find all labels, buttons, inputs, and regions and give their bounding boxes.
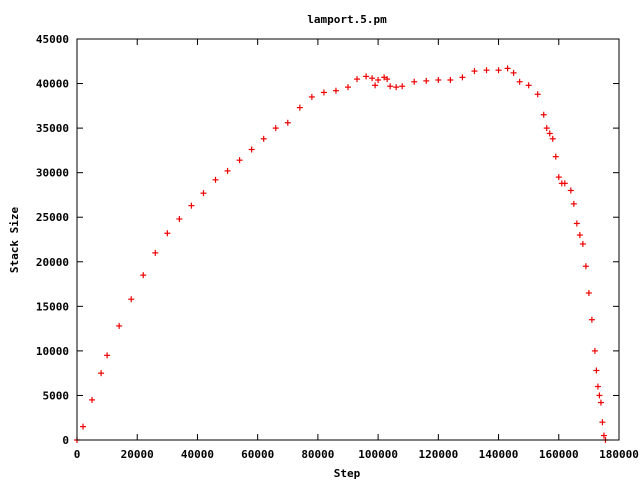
data-point: [320, 89, 327, 96]
data-point: [411, 78, 418, 85]
x-tick-label: 60000: [241, 448, 274, 461]
x-tick-label: 20000: [121, 448, 154, 461]
y-axis-label: Stack Size: [8, 207, 21, 274]
data-point: [549, 135, 556, 142]
data-point: [296, 104, 303, 111]
data-point: [570, 200, 577, 207]
data-point: [561, 180, 568, 187]
data-point: [495, 67, 502, 74]
x-axis-label: Step: [334, 467, 361, 480]
data-point: [534, 91, 541, 98]
data-point: [447, 76, 454, 83]
data-point: [128, 296, 135, 303]
y-tick-label: 45000: [36, 33, 69, 46]
data-point: [98, 370, 105, 377]
data-point: [552, 153, 559, 160]
data-point: [188, 202, 195, 209]
data-point: [80, 423, 87, 430]
y-tick-label: 15000: [36, 300, 69, 313]
data-point: [224, 167, 231, 174]
x-tick-label: 160000: [539, 448, 579, 461]
data-point: [369, 75, 376, 82]
data-point: [510, 69, 517, 76]
chart-title: lamport.5.pm: [307, 13, 387, 26]
data-point: [540, 111, 547, 118]
data-point: [596, 392, 603, 399]
x-tick-label: 0: [74, 448, 81, 461]
x-axis: 0 20000 40000 60000 80000 100000 120000 140000 1…: [74, 39, 639, 461]
data-point: [600, 432, 607, 439]
data-point: [543, 125, 550, 132]
data-point: [423, 77, 430, 84]
data-point: [284, 119, 291, 126]
y-tick-label: 20000: [36, 256, 69, 269]
data-point: [140, 272, 147, 279]
data-point: [384, 76, 391, 83]
data-point: [594, 383, 601, 390]
data-point: [546, 130, 553, 137]
data-point: [591, 347, 598, 354]
data-point: [212, 176, 219, 183]
data-point: [471, 68, 478, 75]
data-point: [176, 216, 183, 223]
data-point: [272, 125, 279, 132]
data-point: [555, 174, 562, 181]
data-point: [393, 84, 400, 91]
data-point: [525, 82, 532, 89]
data-point: [248, 146, 255, 153]
x-tick-label: 140000: [479, 448, 519, 461]
y-tick-label: 40000: [36, 78, 69, 91]
data-point: [459, 74, 466, 81]
data-point: [504, 65, 511, 72]
data-point: [582, 263, 589, 270]
data-point: [599, 419, 606, 426]
data-point: [585, 289, 592, 296]
y-tick-label: 30000: [36, 167, 69, 180]
data-point: [260, 135, 267, 142]
data-point: [116, 322, 123, 329]
data-point: [308, 93, 315, 100]
data-point: [164, 230, 171, 237]
y-tick-label: 35000: [36, 122, 69, 135]
data-point: [363, 73, 370, 80]
data-point: [399, 83, 406, 90]
data-point: [200, 190, 207, 197]
data-point: [375, 76, 382, 83]
y-tick-label: 5000: [43, 389, 70, 402]
data-point: [576, 232, 583, 239]
x-tick-label: 120000: [418, 448, 458, 461]
x-tick-label: 80000: [301, 448, 334, 461]
data-point: [387, 83, 394, 90]
data-point: [372, 82, 379, 89]
plot-frame: [76, 38, 620, 441]
data-point: [104, 352, 111, 359]
data-point: [381, 74, 388, 81]
y-tick-label: 25000: [36, 211, 69, 224]
data-point: [435, 76, 442, 83]
data-point: [579, 240, 586, 247]
x-tick-label: 100000: [358, 448, 398, 461]
data-points: [74, 65, 609, 443]
data-point: [567, 187, 574, 194]
data-point: [354, 76, 361, 83]
data-point: [573, 220, 580, 227]
data-point: [152, 249, 159, 256]
x-tick-label: 180000: [599, 448, 639, 461]
data-point: [89, 396, 96, 403]
data-point: [345, 84, 351, 91]
data-point: [332, 87, 339, 94]
data-point: [588, 316, 595, 323]
data-point: [516, 78, 523, 85]
data-point: [236, 157, 243, 164]
y-axis: 0 5000 10000 15000 20000 25000 30000 35000 40000…: [36, 33, 619, 447]
y-tick-label: 0: [62, 434, 69, 447]
x-tick-label: 40000: [181, 448, 214, 461]
data-point: [483, 67, 490, 74]
data-point: [597, 399, 604, 406]
data-point: [593, 367, 600, 374]
y-tick-label: 10000: [36, 345, 69, 358]
